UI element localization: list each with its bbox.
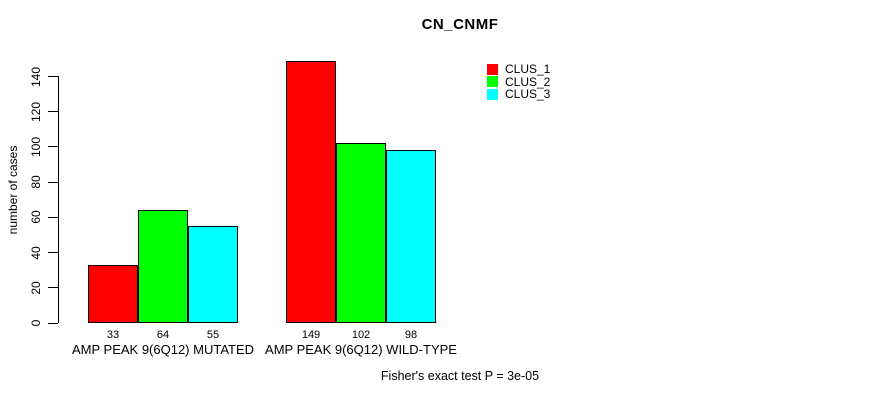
annotation-text: Fisher's exact test P = 3e-05 bbox=[380, 369, 540, 383]
legend-swatch bbox=[487, 88, 498, 100]
legend-label: CLUS_1 bbox=[505, 62, 551, 77]
y-axis-tick bbox=[48, 287, 58, 289]
y-axis-tick-label: 20 bbox=[29, 281, 43, 295]
y-axis-tick bbox=[48, 216, 58, 218]
bar-clus_3-2 bbox=[386, 150, 436, 323]
y-axis-tick bbox=[48, 252, 58, 254]
bar-value-label: 98 bbox=[404, 329, 418, 341]
legend-label: CLUS_2 bbox=[505, 74, 551, 89]
bar-value-label: 55 bbox=[206, 329, 220, 341]
y-axis-tick-label: 0 bbox=[29, 319, 43, 327]
y-axis-tick-label: 40 bbox=[29, 245, 43, 260]
chart-title: CN_CNMF bbox=[421, 16, 499, 33]
bar-value-label: 102 bbox=[351, 329, 371, 341]
legend-item: CLUS_1 bbox=[487, 63, 550, 76]
y-axis-tick-label: 80 bbox=[29, 175, 43, 189]
y-axis-tick bbox=[48, 111, 58, 113]
y-axis-line bbox=[58, 76, 59, 323]
legend-swatch bbox=[487, 63, 498, 75]
y-axis-tick-label: 120 bbox=[29, 101, 43, 122]
bar-clus_1-2 bbox=[286, 60, 336, 323]
legend: CLUS_1 CLUS_2 CLUS_3 bbox=[487, 63, 550, 101]
legend-label: CLUS_3 bbox=[505, 87, 551, 102]
bar-value-label: 149 bbox=[301, 329, 321, 341]
bar-clus_2-1 bbox=[138, 210, 188, 323]
x-category-label: AMP PEAK 9(6Q12) MUTATED bbox=[71, 342, 255, 357]
y-axis-tick-label: 140 bbox=[29, 66, 43, 87]
y-axis-tick-label: 100 bbox=[29, 136, 43, 157]
y-axis-tick bbox=[48, 146, 58, 148]
bar-value-label: 64 bbox=[156, 329, 170, 341]
x-category-label: AMP PEAK 9(6Q12) WILD-TYPE bbox=[265, 342, 457, 357]
y-axis-label: number of cases bbox=[6, 145, 20, 235]
bar-value-label: 33 bbox=[106, 329, 120, 341]
y-axis-tick bbox=[48, 322, 58, 324]
bar-clus_2-2 bbox=[336, 143, 386, 323]
y-axis-tick bbox=[48, 76, 58, 77]
y-axis-tick bbox=[48, 181, 58, 183]
y-axis-tick-label: 60 bbox=[29, 210, 43, 225]
legend-item: CLUS_3 bbox=[487, 88, 550, 101]
bar-clus_1-1 bbox=[88, 264, 138, 323]
bar-clus_3-1 bbox=[188, 226, 238, 323]
legend-swatch bbox=[487, 76, 498, 88]
legend-item: CLUS_2 bbox=[487, 76, 550, 89]
